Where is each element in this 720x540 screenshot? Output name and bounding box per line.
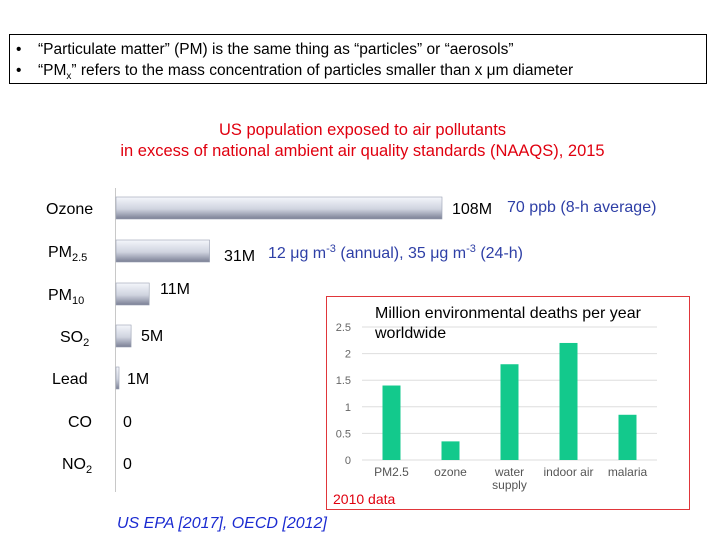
category-label-subscript: 10 (72, 295, 84, 307)
inset-bar-ozone (441, 441, 460, 460)
inset-bar-malaria (618, 414, 637, 460)
category-label-subscript: 2 (86, 464, 92, 476)
chart-title: US population exposed to air pollutants … (0, 120, 720, 162)
inset-x-label-line: ozone (434, 465, 467, 479)
category-label-ozone: Ozone (46, 201, 93, 218)
inset-x-label-water-supply: water supply (492, 465, 527, 492)
value-label-ozone: 108M (452, 201, 492, 218)
bar-pm10 (115, 282, 150, 306)
inset-bar-pm2-5 (382, 385, 401, 460)
intro-bullet-2-text: “PMx” refers to the mass concentration o… (38, 62, 574, 83)
y-tick-label: 0.5 (336, 428, 351, 440)
y-tick-label: 2.5 (336, 322, 351, 334)
y-tick-label: 1.5 (336, 375, 351, 387)
category-label-subscript: 2 (83, 337, 89, 349)
inset-x-label-pm2-5: PM2.5 (374, 465, 409, 479)
value-label-pm2-5: 31M (224, 248, 255, 265)
note-superscript: -3 (326, 243, 336, 255)
inset-x-label-line: water (494, 465, 524, 479)
note-pm25-standard: 12 μg m-3 (annual), 35 μg m-3 (24-h) (268, 243, 523, 262)
inset-bar-water-supply (500, 364, 519, 460)
inset-footnote: 2010 data (333, 491, 396, 507)
bar-lead (115, 366, 120, 390)
inset-x-label-line: supply (492, 478, 527, 492)
intro-bullet-1-text: “Particulate matter” (PM) is the same th… (38, 41, 514, 58)
deaths-inset-panel: 0 0.5 1 1.5 2 2.5 PM2.5 ozone water supply indoor … (326, 296, 690, 510)
category-label-subscript: 2.5 (72, 252, 87, 264)
y-tick-label: 2 (345, 349, 351, 361)
inset-x-label-line: PM2.5 (374, 465, 409, 479)
chart-title-line-1: US population exposed to air pollutants (218, 121, 507, 139)
inset-x-label-ozone: ozone (434, 465, 467, 479)
category-label-pm2-5: PM2.5 (48, 244, 87, 264)
value-label-pm10: 11M (160, 281, 190, 298)
source-citation: US EPA [2017], OECD [2012] (117, 515, 327, 532)
value-label-co: 0 (123, 414, 132, 431)
note-text-part: 12 μg m (268, 245, 326, 262)
category-label-pm10: PM10 (48, 287, 84, 307)
note-text-part: (annual), 35 μg m (336, 245, 466, 262)
inset-x-label-indoor-air: indoor air (543, 465, 593, 479)
note-text-part: (24-h) (476, 245, 523, 262)
note-superscript: -3 (466, 243, 476, 255)
intro-box: • “Particulate matter” (PM) is the same t… (9, 34, 707, 84)
y-tick-label: 0 (345, 455, 351, 467)
inset-x-label-line: indoor air (543, 465, 593, 479)
environmental-deaths-bar-chart: 0 0.5 1 1.5 2 2.5 PM2.5 ozone water supply indoor … (336, 322, 657, 492)
bullet-dot-icon: • (16, 41, 22, 58)
y-tick-label: 1 (345, 402, 351, 414)
category-label-co: CO (68, 414, 92, 431)
inset-x-label-malaria: malaria (608, 465, 648, 479)
note-ozone-standard: 70 ppb (8-h average) (507, 199, 656, 216)
category-label-no2: NO2 (62, 456, 92, 476)
inset-title: Million environmental deaths per year wo… (375, 305, 641, 342)
category-label-so2: SO2 (60, 329, 89, 349)
inset-bar-indoor-air (559, 342, 578, 460)
bar-pm2-5 (115, 239, 210, 263)
bullet-dot-icon: • (16, 62, 22, 79)
category-label-lead: Lead (52, 371, 88, 388)
value-label-no2: 0 (123, 456, 132, 473)
intro-bullet-2: • “PMx” refers to the mass concentration … (16, 60, 706, 87)
bar-ozone (115, 196, 443, 220)
subscript-x: x (66, 71, 72, 83)
value-label-lead: 1M (127, 371, 149, 388)
inset-x-label-line: malaria (608, 465, 648, 479)
chart-title-line-2: in excess of national ambient air qualit… (120, 142, 605, 160)
bar-so2 (115, 324, 132, 348)
intro-bullet-1: • “Particulate matter” (PM) is the same t… (16, 39, 706, 60)
value-label-so2: 5M (141, 328, 163, 345)
